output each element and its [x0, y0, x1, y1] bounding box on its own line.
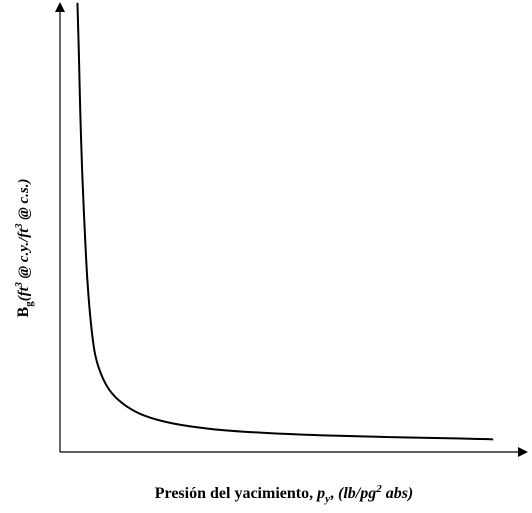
y-axis-label-main: B — [15, 306, 32, 317]
x-axis-label-var: p — [315, 485, 325, 502]
y-axis-label-part1: (ft — [16, 286, 32, 301]
x-axis-label: Presión del yacimiento, py, (lb/pg2 abs) — [155, 483, 414, 505]
y-axis-label: Bg(ft3 @ c.y./ft3 @ c.s.) — [14, 179, 35, 318]
x-axis-label-unit-sup: 2 — [375, 483, 382, 495]
y-axis-label-part3: @ c.s.) — [16, 179, 32, 224]
y-axis-label-part2: @ c.y./ft — [16, 228, 32, 282]
series-line-bg-curve — [76, 2, 494, 441]
x-axis-label-sep: , — [330, 485, 338, 502]
x-axis-label-unit-open: (lb/pg — [338, 485, 376, 502]
y-axis-label-sup2: 3 — [14, 224, 25, 230]
y-axis-label-sup1: 3 — [14, 282, 25, 288]
x-axis-label-main: Presión del yacimiento, — [155, 485, 317, 502]
x-axis-label-unit-close: abs) — [382, 485, 414, 502]
x-axis-label-var-sub: y — [323, 493, 330, 505]
y-axis-label-main-sub: g — [23, 301, 35, 307]
